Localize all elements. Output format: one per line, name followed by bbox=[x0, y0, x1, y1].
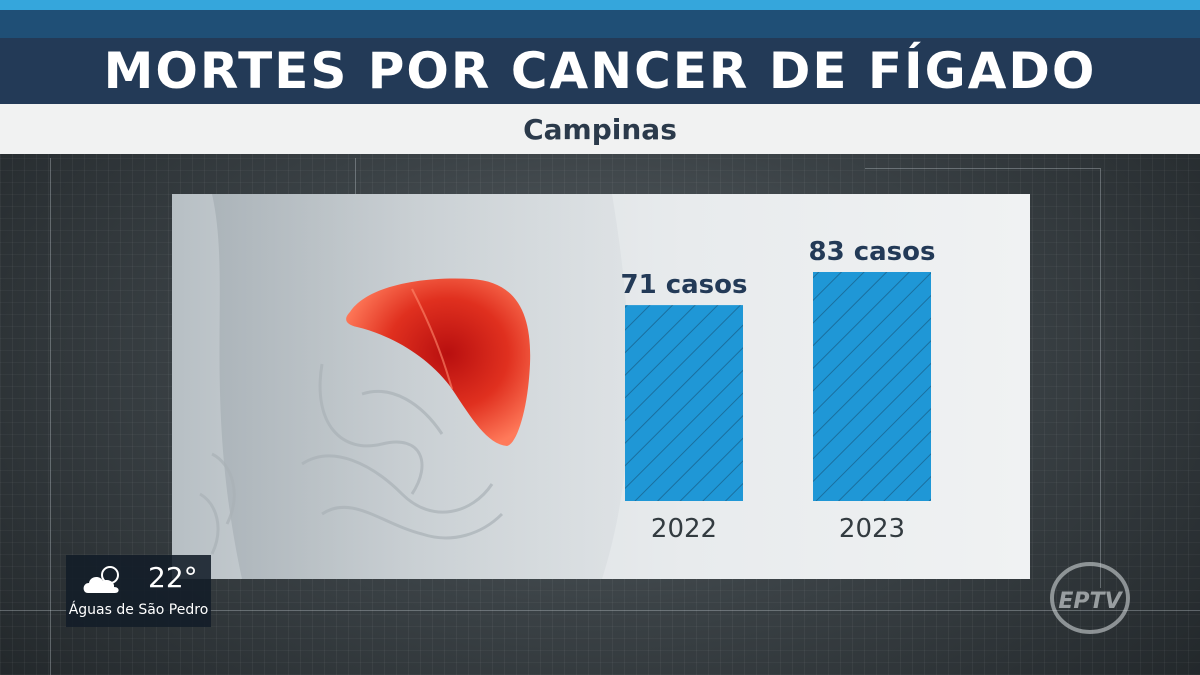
background-line bbox=[355, 158, 356, 198]
weather-temperature: 22° bbox=[148, 561, 198, 594]
liver bbox=[346, 278, 531, 446]
x-tick-label-2022: 2022 bbox=[651, 514, 717, 544]
partly-cloudy-icon bbox=[83, 566, 119, 593]
liver-lobe-line bbox=[411, 288, 453, 390]
subtitle-band: Campinas bbox=[0, 104, 1200, 154]
eptv-logo: EPTV bbox=[1050, 562, 1130, 634]
logo-text: EPTV bbox=[1058, 589, 1123, 614]
page-title: MORTES POR CANCER DE FÍGADO bbox=[103, 42, 1097, 100]
title-band: MORTES POR CANCER DE FÍGADO bbox=[0, 38, 1200, 104]
chart-panel: 71 casos 2022 83 casos 2023 bbox=[172, 194, 1030, 579]
bar-chart: 71 casos 2022 83 casos 2023 bbox=[620, 237, 935, 544]
weather-widget: 22° Águas de São Pedro bbox=[66, 555, 211, 627]
background-line bbox=[1100, 168, 1101, 588]
background-line bbox=[865, 168, 1100, 169]
body-silhouette bbox=[212, 194, 630, 579]
background-line bbox=[0, 610, 1200, 611]
organ-outlines bbox=[199, 363, 504, 555]
title-bar bbox=[0, 10, 1200, 40]
data-label-2022: 71 casos bbox=[620, 270, 747, 300]
page-subtitle: Campinas bbox=[523, 112, 677, 146]
background-line bbox=[50, 158, 51, 675]
top-accent-strip bbox=[0, 0, 1200, 10]
bar-2022 bbox=[625, 305, 743, 501]
bar-2023 bbox=[813, 272, 931, 501]
weather-city: Águas de São Pedro bbox=[68, 602, 209, 618]
x-tick-label-2023: 2023 bbox=[839, 514, 905, 544]
liver-anatomy-illustration bbox=[199, 194, 630, 579]
data-label-2023: 83 casos bbox=[808, 237, 935, 267]
